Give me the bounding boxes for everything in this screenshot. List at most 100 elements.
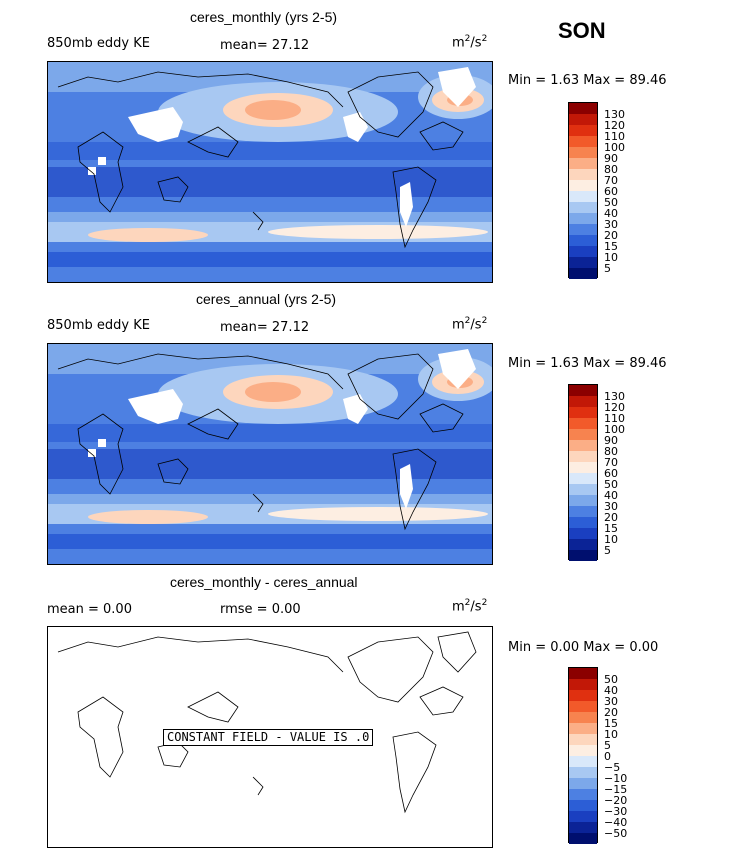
panel1-colorbar xyxy=(568,102,598,279)
panel3-colorbar-swatch xyxy=(569,734,597,745)
panel2-colorbar-swatch xyxy=(569,528,597,539)
panel3-colorbar-swatch xyxy=(569,811,597,822)
panel1-colorbar-tick-label: 110 xyxy=(604,130,625,143)
panel2-colorbar-tick-label: 15 xyxy=(604,522,618,535)
panel2-colorbar-swatch xyxy=(569,451,597,462)
panel3-colorbar-tick-label: 50 xyxy=(604,673,618,686)
panel3-colorbar-tick-label: 20 xyxy=(604,706,618,719)
panel3-colorbar-swatch xyxy=(569,745,597,756)
panel2-colorbar-swatch xyxy=(569,418,597,429)
panel1-colorbar-tick-label: 130 xyxy=(604,108,625,121)
panel3-colorbar-swatch xyxy=(569,690,597,701)
panel2-colorbar-swatch xyxy=(569,396,597,407)
panel3-colorbar-tick-label: −10 xyxy=(604,772,628,785)
panel2-colorbar-swatch xyxy=(569,385,597,396)
panel2-units: m2/s2 xyxy=(452,316,488,333)
panel2-colorbar xyxy=(568,384,598,561)
season-label: SON xyxy=(558,18,606,43)
panel2-colorbar-swatch xyxy=(569,506,597,517)
panel2-colorbar-swatch xyxy=(569,407,597,418)
panel2-colorbar-swatch xyxy=(569,550,597,561)
panel1-colorbar-ticks: 130 120 110 100 90 80 70 60 50 40 30 20 15 10 5 xyxy=(604,109,625,274)
panel2-title: ceres_annual (yrs 2-5) xyxy=(196,291,337,307)
panel1-colorbar-swatch xyxy=(569,125,597,136)
panel1-colorbar-swatch xyxy=(569,268,597,279)
panel2-map xyxy=(47,343,493,565)
panel2-colorbar-swatch xyxy=(569,539,597,550)
panel3-colorbar-swatch xyxy=(569,723,597,734)
panel3-colorbar xyxy=(568,667,598,844)
panel1-colorbar-tick-label: 70 xyxy=(604,174,618,187)
panel2-colorbar-ticks: 130 120 110 100 90 80 70 60 50 40 30 20 15 10 5 xyxy=(604,391,625,556)
panel2-colorbar-tick-label: 5 xyxy=(604,544,611,557)
panel2-colorbar-tick-label: 70 xyxy=(604,456,618,469)
panel2-colorbar-swatch xyxy=(569,462,597,473)
panel2-colorbar-swatch xyxy=(569,440,597,451)
panel2-colorbar-swatch xyxy=(569,495,597,506)
panel3-colorbar-tick-label: 5 xyxy=(604,739,611,752)
panel1-units: m2/s2 xyxy=(452,34,488,51)
panel3-colorbar-swatch xyxy=(569,701,597,712)
panel1-min-max: Min = 1.63 Max = 89.46 xyxy=(508,73,667,88)
panel3-colorbar-tick-label: −20 xyxy=(604,794,628,807)
panel3-colorbar-swatch xyxy=(569,778,597,789)
panel1-colorbar-tick-label: 40 xyxy=(604,207,618,220)
panel2-colorbar-tick-label: 90 xyxy=(604,434,618,447)
panel1-colorbar-tick-label: 10 xyxy=(604,251,618,264)
panel3-colorbar-tick-label: −15 xyxy=(604,783,628,796)
panel2-colorbar-tick-label: 130 xyxy=(604,390,625,403)
panel2-colorbar-tick-label: 100 xyxy=(604,423,625,436)
panel3-colorbar-swatch xyxy=(569,833,597,844)
panel2-colorbar-tick-label: 60 xyxy=(604,467,618,480)
panel3-colorbar-swatch xyxy=(569,756,597,767)
panel1-colorbar-swatch xyxy=(569,158,597,169)
constant-field-notice: CONSTANT FIELD - VALUE IS .0 xyxy=(163,729,374,746)
panel2-mean: mean= 27.12 xyxy=(220,320,310,335)
panel3-colorbar-tick-label: 15 xyxy=(604,717,618,730)
panel2-colorbar-tick-label: 110 xyxy=(604,412,625,425)
panel1-colorbar-swatch xyxy=(569,103,597,114)
panel1-colorbar-tick-label: 80 xyxy=(604,163,618,176)
panel2-colorbar-tick-label: 20 xyxy=(604,511,618,524)
panel3-colorbar-tick-label: 10 xyxy=(604,728,618,741)
panel2-colorbar-swatch xyxy=(569,484,597,495)
panel2-colorbar-swatch xyxy=(569,517,597,528)
panel1-colorbar-swatch xyxy=(569,136,597,147)
panel2-colorbar-tick-label: 50 xyxy=(604,478,618,491)
panel1-colorbar-swatch xyxy=(569,191,597,202)
panel1-colorbar-swatch xyxy=(569,224,597,235)
panel2-colorbar-tick-label: 80 xyxy=(604,445,618,458)
panel3-colorbar-tick-label: −30 xyxy=(604,805,628,818)
panel1-mean: mean= 27.12 xyxy=(220,38,310,53)
panel3-colorbar-swatch xyxy=(569,767,597,778)
panel3-colorbar-tick-label: −50 xyxy=(604,827,628,840)
panel2-colorbar-tick-label: 10 xyxy=(604,533,618,546)
panel1-colorbar-tick-label: 60 xyxy=(604,185,618,198)
panel2-colorbar-tick-label: 30 xyxy=(604,500,618,513)
panel3-colorbar-swatch xyxy=(569,822,597,833)
panel3-rmse: rmse = 0.00 xyxy=(220,602,301,617)
panel1-title: ceres_monthly (yrs 2-5) xyxy=(190,9,338,25)
panel1-colorbar-swatch xyxy=(569,180,597,191)
panel1-colorbar-tick-label: 90 xyxy=(604,152,618,165)
panel1-colorbar-swatch xyxy=(569,114,597,125)
panel1-colorbar-tick-label: 20 xyxy=(604,229,618,242)
panel3-title: ceres_monthly - ceres_annual xyxy=(170,574,358,590)
panel3-colorbar-tick-label: −40 xyxy=(604,816,628,829)
panel3-colorbar-swatch xyxy=(569,668,597,679)
panel2-colorbar-tick-label: 120 xyxy=(604,401,625,414)
panel1-colorbar-tick-label: 120 xyxy=(604,119,625,132)
panel1-map xyxy=(47,61,493,283)
panel1-colorbar-tick-label: 50 xyxy=(604,196,618,209)
panel1-colorbar-swatch xyxy=(569,213,597,224)
panel1-colorbar-swatch xyxy=(569,169,597,180)
panel1-colorbar-swatch xyxy=(569,235,597,246)
panel2-min-max: Min = 1.63 Max = 89.46 xyxy=(508,356,667,371)
panel1-colorbar-swatch xyxy=(569,246,597,257)
panel2-field-label: 850mb eddy KE xyxy=(47,318,150,333)
panel3-mean: mean = 0.00 xyxy=(47,602,132,617)
panel1-colorbar-tick-label: 30 xyxy=(604,218,618,231)
panel3-units: m2/s2 xyxy=(452,598,488,615)
panel1-colorbar-swatch xyxy=(569,202,597,213)
panel3-colorbar-tick-label: −5 xyxy=(604,761,621,774)
